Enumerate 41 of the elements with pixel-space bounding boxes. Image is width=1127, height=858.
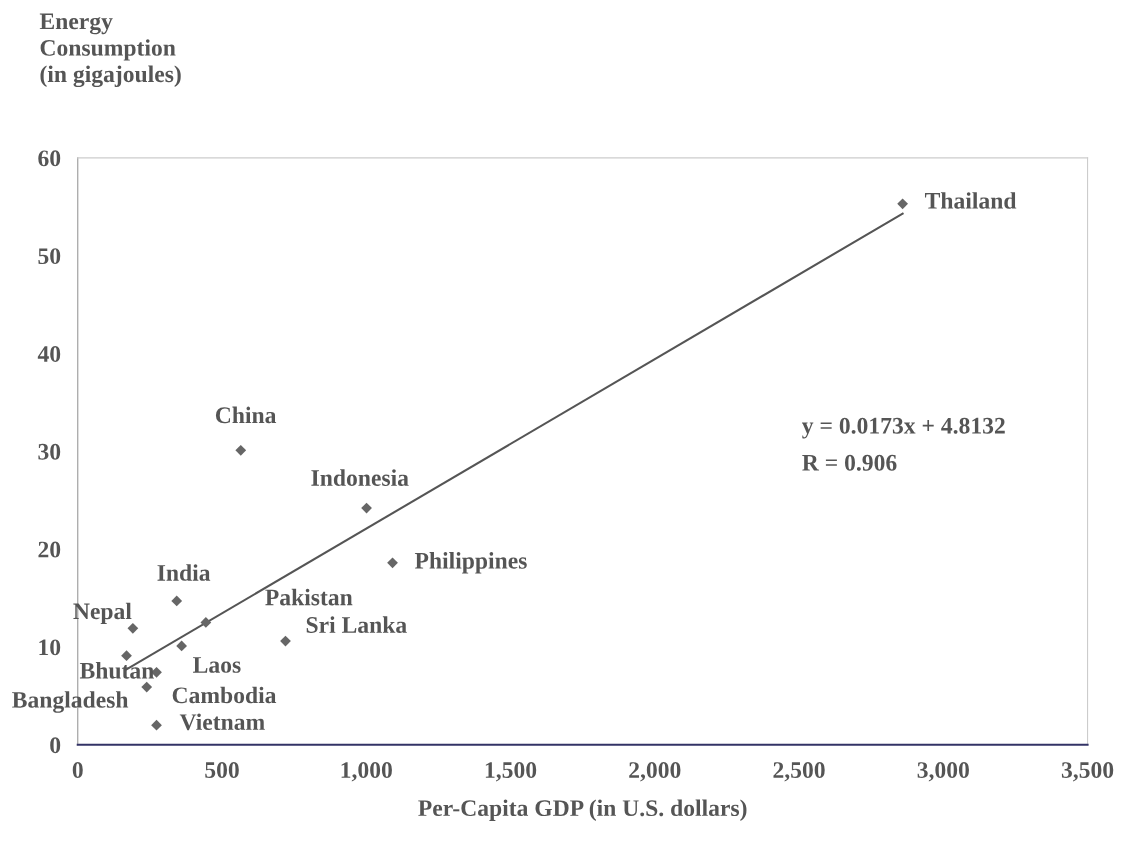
annotation: Cambodia <box>172 686 277 704</box>
point <box>127 622 139 634</box>
annotation: Sri Lanka <box>306 616 407 633</box>
y-tick-label: 30 <box>38 443 61 460</box>
annotation: Indonesia <box>311 469 409 486</box>
y-tick-label: 0 <box>50 737 61 754</box>
annotation: y = 0.0173x + 4.8132 <box>802 417 1005 439</box>
y-tick-label: 10 <box>39 639 61 656</box>
annotation: Thailand <box>924 192 1017 209</box>
point <box>151 719 162 731</box>
x-tick-label: 2,000 <box>629 762 681 782</box>
y-tick-label: 60 <box>38 150 61 167</box>
point <box>897 198 908 210</box>
point <box>171 595 183 607</box>
annotation: Vietnam <box>179 713 265 731</box>
point <box>235 444 247 456</box>
y-tick-label: 40 <box>37 345 61 362</box>
y-tick-label: 20 <box>38 541 61 558</box>
annotation: Philippines <box>414 552 527 574</box>
point <box>121 650 132 662</box>
x-axis-title: Per-Capita GDP (in U.S. dollars) <box>418 799 747 821</box>
y-tick-label: 50 <box>38 248 61 265</box>
x-tick-label: 0 <box>72 762 83 779</box>
annotation: Pakistan <box>265 588 353 606</box>
point <box>387 557 398 569</box>
y-axis-title: Energy Consumption (in gigajoules) <box>39 13 181 88</box>
x-tick-label: 500 <box>205 762 239 779</box>
x-tick-label: 1,500 <box>485 762 537 782</box>
annotation: R = 0.906 <box>802 454 897 471</box>
x-tick-label: 1,000 <box>341 762 392 782</box>
x-tick-label: 2,500 <box>773 762 825 782</box>
point <box>141 681 153 693</box>
annotation: Bangladesh <box>12 691 129 713</box>
point <box>200 617 212 628</box>
annotation: Nepal <box>73 602 132 625</box>
annotation: India <box>157 564 211 581</box>
annotation: China <box>215 406 277 424</box>
x-tick-label: 3,000 <box>917 762 969 782</box>
point <box>176 640 188 652</box>
annotation: Laos <box>193 657 241 673</box>
x-tick-label: 3,500 <box>1061 762 1114 782</box>
